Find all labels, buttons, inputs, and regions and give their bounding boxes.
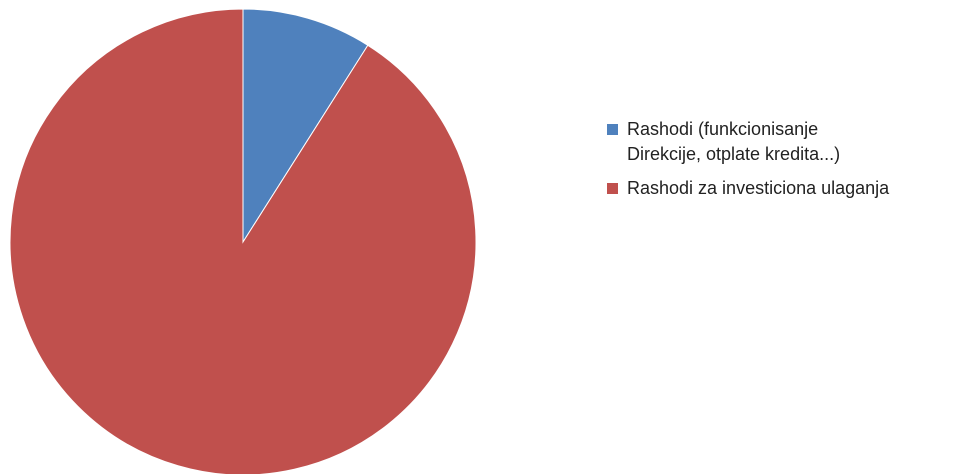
legend-item-rashodi-investiciona: Rashodi za investiciona ulaganja <box>607 176 959 201</box>
legend-item-rashodi-funkcionisanje: Rashodi (funkcionisanje Direkcije, otpla… <box>607 117 959 167</box>
legend-swatch-blue <box>607 124 618 135</box>
legend-label-line2: Direkcije, otplate kredita...) <box>627 144 841 164</box>
pie-slice-1 <box>9 8 477 474</box>
legend-label-line1: Rashodi za investiciona ulaganja <box>627 178 890 198</box>
legend-swatch-red <box>607 183 618 194</box>
chart-legend: Rashodi (funkcionisanje Direkcije, otpla… <box>607 117 959 210</box>
pie-slice-0 <box>242 8 369 244</box>
legend-label-line1: Rashodi (funkcionisanje <box>627 119 819 139</box>
